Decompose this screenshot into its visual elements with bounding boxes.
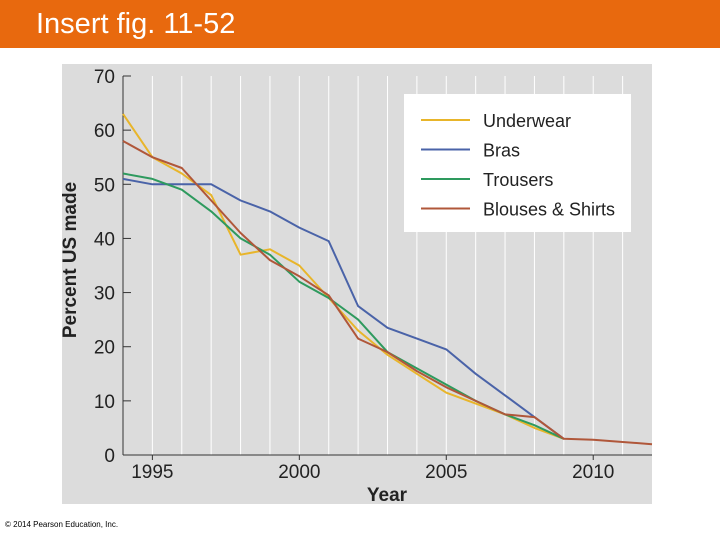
y-axis-title: Percent US made xyxy=(60,182,81,338)
x-tick-label: 2005 xyxy=(425,462,467,483)
y-tick-label: 20 xyxy=(94,338,115,359)
slide-title: Insert fig. 11-52 xyxy=(36,8,236,40)
y-tick-label: 60 xyxy=(94,121,115,142)
x-tick-label: 1995 xyxy=(131,462,173,483)
legend-label: Underwear xyxy=(483,111,571,131)
legend-label: Trousers xyxy=(483,170,553,190)
x-tick-label: 2000 xyxy=(278,462,320,483)
y-tick-label: 0 xyxy=(104,446,115,467)
y-tick-label: 50 xyxy=(94,175,115,196)
y-tick-label: 10 xyxy=(94,392,115,413)
y-tick-label: 70 xyxy=(94,67,115,88)
x-axis-title: Year xyxy=(367,485,408,506)
x-tick-label: 2010 xyxy=(572,462,614,483)
copyright-notice: © 2014 Pearson Education, Inc. xyxy=(5,520,119,529)
series-line-blouses-shirts xyxy=(122,140,653,446)
legend-label: Blouses & Shirts xyxy=(483,200,615,220)
y-tick-label: 40 xyxy=(94,229,115,250)
legend-label: Bras xyxy=(483,141,520,161)
title-bar: Insert fig. 11-52 xyxy=(0,0,720,48)
y-tick-label: 30 xyxy=(94,284,115,305)
